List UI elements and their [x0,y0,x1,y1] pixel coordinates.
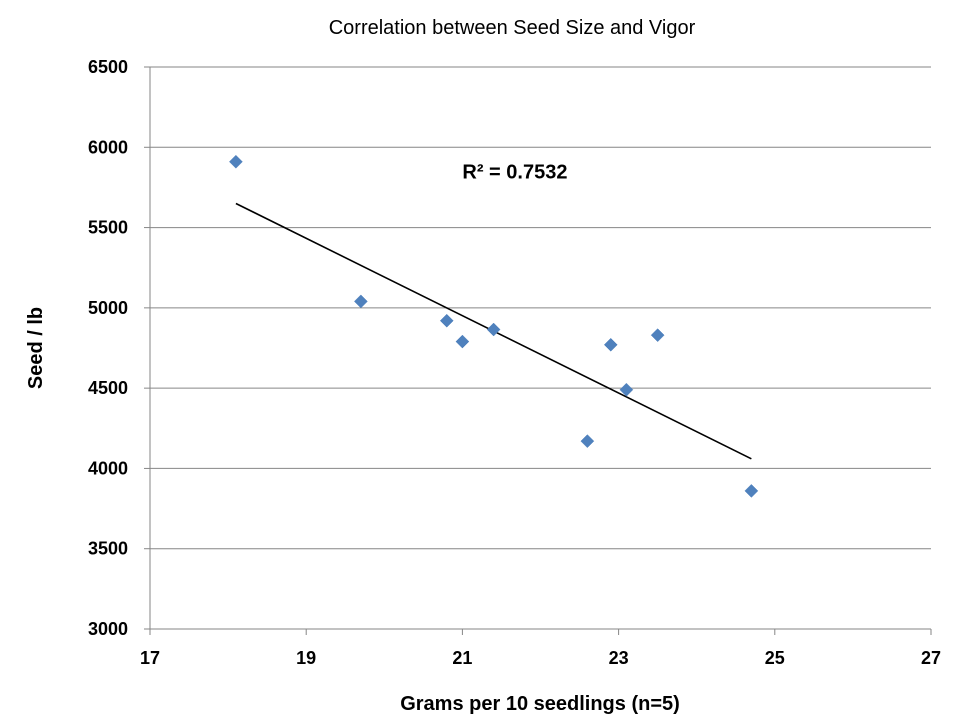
x-tick-label: 21 [452,648,472,668]
x-tick-label: 27 [921,648,941,668]
y-tick-label: 5500 [88,218,128,238]
gridlines [150,66,931,550]
chart-title: Correlation between Seed Size and Vigor [329,17,696,39]
data-point [580,434,595,448]
annotations: R² = 0.7532 [462,161,567,183]
data-point [744,484,759,498]
data-point [650,328,665,343]
y-tick-label: 4500 [88,378,128,398]
x-tick-label: 19 [296,648,316,668]
r-squared-annotation: R² = 0.7532 [462,161,567,183]
data-point [486,322,501,337]
x-axis-label: Grams per 10 seedlings (n=5) [400,693,680,715]
x-tick-label: 17 [140,648,160,668]
y-tick-label: 5000 [88,298,128,318]
axes [144,66,932,635]
data-point [354,294,368,309]
data-point [455,334,470,349]
data-point [229,154,243,169]
y-tick-label: 6500 [88,57,128,77]
y-axis-label: Seed / lb [25,307,47,389]
y-tick-label: 3500 [88,539,128,559]
data-point [619,382,634,397]
tick-labels: 3000 3500 4000 4500 5000 5500 6000 6500 17 19 21 23… [88,57,941,668]
x-tick-label: 25 [765,648,785,668]
y-tick-label: 3000 [88,619,128,639]
y-tick-label: 6000 [88,137,128,157]
data-point [439,313,454,328]
x-tick-label: 23 [609,648,629,668]
y-tick-label: 4000 [88,458,128,478]
data-points [229,154,759,498]
data-point [603,337,618,352]
